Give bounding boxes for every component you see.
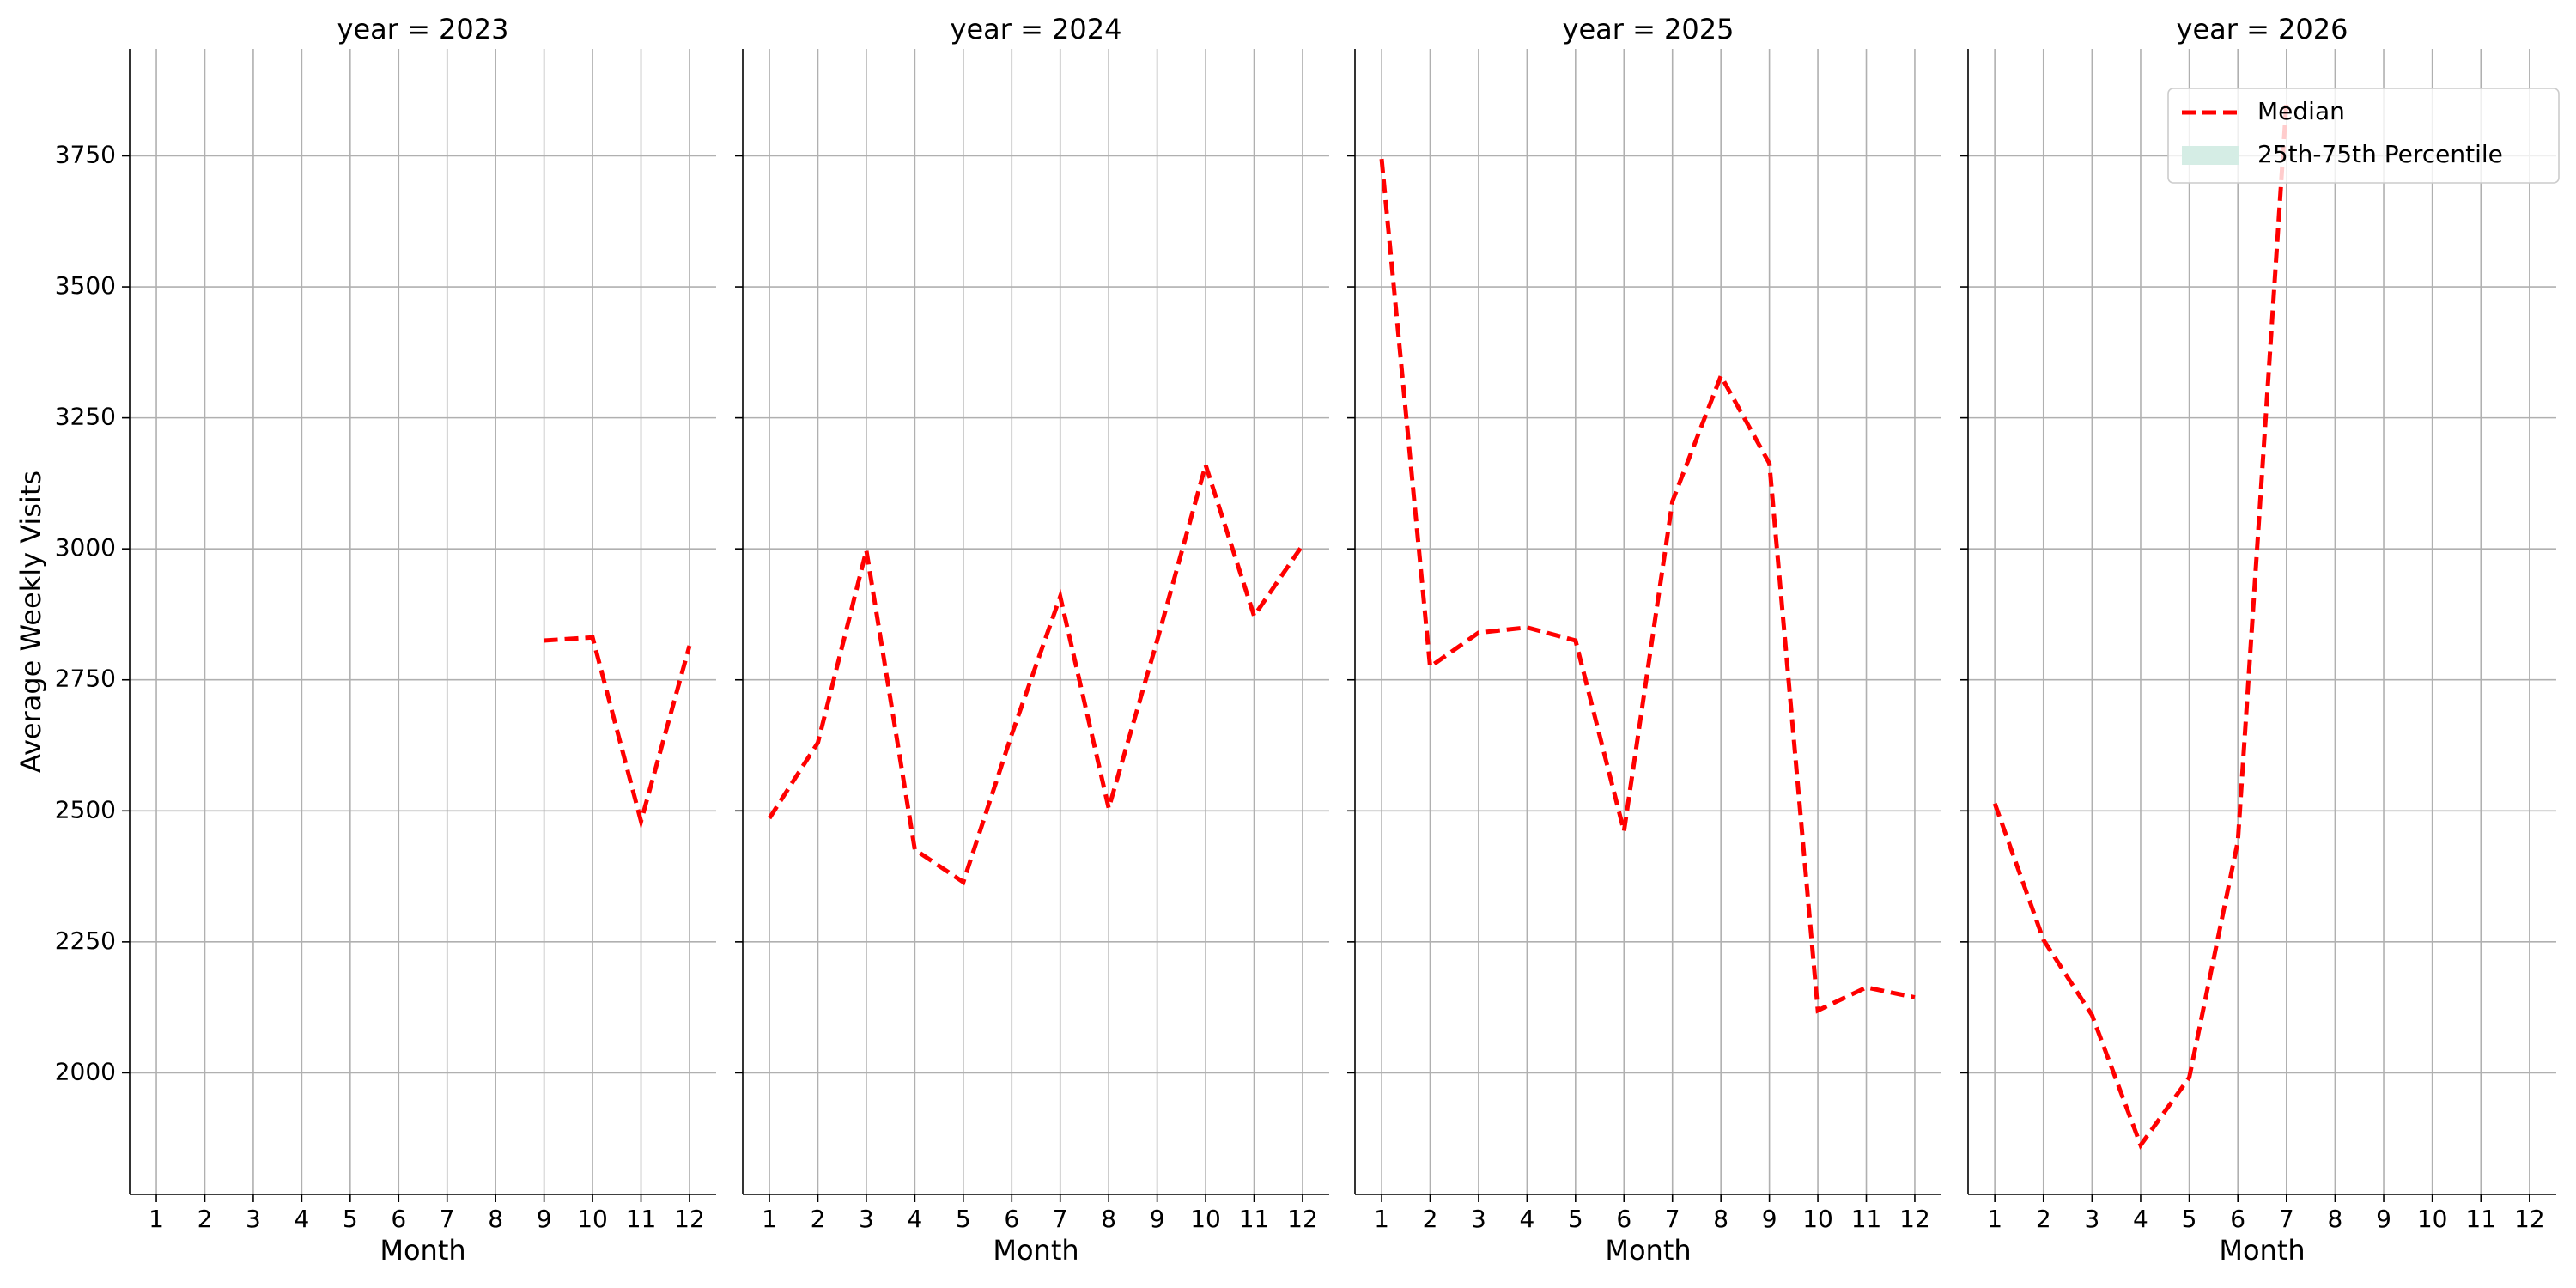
x-tick-label: 7 xyxy=(2279,1205,2294,1233)
panel-title: year = 2025 xyxy=(1563,13,1735,46)
median-line xyxy=(544,635,692,830)
x-tick-label: 8 xyxy=(2328,1205,2343,1233)
x-tick-label: 9 xyxy=(1150,1205,1165,1233)
x-tick-label: 10 xyxy=(577,1205,608,1233)
x-tick-label: 7 xyxy=(1665,1205,1680,1233)
legend-swatch xyxy=(2182,146,2239,165)
x-tick-label: 9 xyxy=(1762,1205,1777,1233)
x-tick-label: 11 xyxy=(1851,1205,1882,1233)
legend-label: Median xyxy=(2257,97,2345,125)
x-tick-label: 8 xyxy=(1713,1205,1728,1233)
x-tick-label: 1 xyxy=(149,1205,164,1233)
y-tick-label: 3750 xyxy=(55,140,116,168)
median-line xyxy=(767,457,1305,886)
x-tick-label: 8 xyxy=(488,1205,503,1233)
x-tick-label: 3 xyxy=(2084,1205,2099,1233)
x-tick-label: 10 xyxy=(1802,1205,1833,1233)
x-tick-label: 12 xyxy=(1287,1205,1318,1233)
legend: Median 25th-75th Percentile xyxy=(2167,88,2560,184)
x-tick-label: 7 xyxy=(1053,1205,1068,1233)
y-tick-label: 2500 xyxy=(55,795,116,823)
panel-title: year = 2023 xyxy=(337,13,509,46)
x-tick-label: 9 xyxy=(2376,1205,2391,1233)
x-tick-label: 6 xyxy=(1616,1205,1631,1233)
y-tick-label: 3500 xyxy=(55,271,116,300)
legend-box xyxy=(2167,88,2560,184)
x-tick-label: 9 xyxy=(537,1205,552,1233)
x-tick-label: 10 xyxy=(1190,1205,1221,1233)
x-tick-label: 8 xyxy=(1101,1205,1116,1233)
y-tick-label: 2000 xyxy=(55,1057,116,1085)
x-tick-label: 5 xyxy=(2182,1205,2197,1233)
x-tick-label: 5 xyxy=(1568,1205,1583,1233)
y-axis-label: Average Weekly Visits xyxy=(15,471,47,773)
x-axis-label: Month xyxy=(380,1234,465,1267)
legend-label: 25th-75th Percentile xyxy=(2257,140,2503,168)
x-tick-label: 5 xyxy=(956,1205,971,1233)
y-tick-label: 2250 xyxy=(55,927,116,955)
x-axis-label: Month xyxy=(2219,1234,2305,1267)
panel-title: year = 2024 xyxy=(951,13,1122,46)
facet-panel: 1 2 3 4 5 6 7 8 9 10 11 122000225025002750300032503… xyxy=(15,13,716,1267)
panel-title: year = 2026 xyxy=(2177,13,2348,46)
x-tick-label: 2 xyxy=(811,1205,826,1233)
x-tick-label: 12 xyxy=(674,1205,705,1233)
x-tick-label: 5 xyxy=(343,1205,358,1233)
x-tick-label: 2 xyxy=(197,1205,213,1233)
x-tick-label: 10 xyxy=(2417,1205,2448,1233)
y-tick-label: 2750 xyxy=(55,665,116,693)
x-tick-label: 1 xyxy=(762,1205,777,1233)
x-tick-label: 1 xyxy=(1374,1205,1389,1233)
x-tick-label: 3 xyxy=(246,1205,261,1233)
x-tick-label: 2 xyxy=(1423,1205,1438,1233)
x-tick-label: 12 xyxy=(1899,1205,1930,1233)
x-axis-label: Month xyxy=(1605,1234,1691,1267)
x-tick-label: 11 xyxy=(2465,1205,2496,1233)
y-tick-label: 3250 xyxy=(55,403,116,431)
x-tick-label: 6 xyxy=(391,1205,406,1233)
x-tick-label: 11 xyxy=(626,1205,657,1233)
x-tick-label: 3 xyxy=(859,1205,874,1233)
x-tick-label: 6 xyxy=(1004,1205,1019,1233)
x-tick-label: 4 xyxy=(294,1205,309,1233)
x-tick-label: 4 xyxy=(1519,1205,1534,1233)
x-axis-label: Month xyxy=(993,1234,1078,1267)
x-tick-label: 1 xyxy=(1987,1205,2002,1233)
x-tick-label: 4 xyxy=(907,1205,922,1233)
x-tick-label: 6 xyxy=(2230,1205,2245,1233)
median-line xyxy=(1992,101,2289,1150)
median-line xyxy=(1379,158,1916,1014)
x-tick-label: 4 xyxy=(2133,1205,2148,1233)
y-tick-label: 3000 xyxy=(55,533,116,562)
x-tick-label: 7 xyxy=(440,1205,455,1233)
x-tick-label: 11 xyxy=(1239,1205,1270,1233)
x-tick-label: 2 xyxy=(2036,1205,2051,1233)
x-tick-label: 3 xyxy=(1471,1205,1486,1233)
x-tick-label: 12 xyxy=(2514,1205,2545,1233)
